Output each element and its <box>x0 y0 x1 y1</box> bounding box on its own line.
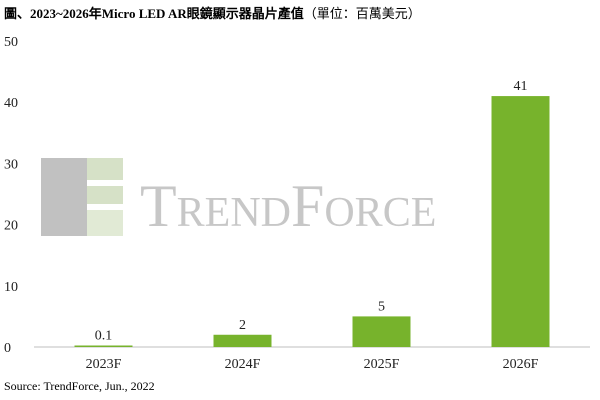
watermark-logo-block-dark <box>41 158 87 236</box>
y-tick-label: 10 <box>4 280 18 295</box>
y-axis: 0 10 20 30 40 50 <box>4 35 18 356</box>
watermark: TrendForce <box>41 158 436 239</box>
watermark-logo-block-top <box>87 158 123 180</box>
x-tick-label: 2023F <box>86 357 122 372</box>
x-tick-label: 2026F <box>503 357 539 372</box>
data-label: 5 <box>378 299 385 314</box>
y-tick-label: 40 <box>4 96 18 111</box>
source-note: Source: TrendForce, Jun., 2022 <box>4 379 155 393</box>
data-label: 41 <box>514 79 528 94</box>
y-tick-label: 0 <box>4 341 11 356</box>
bar-2023F <box>74 345 133 347</box>
bars: 0.1 2 5 41 <box>74 79 550 347</box>
watermark-logo-block-bottom <box>87 210 123 236</box>
watermark-text: TrendForce <box>140 173 436 239</box>
chart-title-main: 圖、2023~2026年Micro LED AR眼鏡顯示器晶片產值 <box>4 6 304 21</box>
watermark-logo-block-mid <box>87 186 123 204</box>
bar-2026F <box>491 96 550 347</box>
bar-2025F <box>352 316 411 347</box>
data-label: 2 <box>239 318 246 333</box>
data-label: 0.1 <box>95 329 113 344</box>
y-tick-label: 30 <box>4 157 18 172</box>
y-tick-label: 50 <box>4 35 18 50</box>
x-tick-label: 2025F <box>364 357 400 372</box>
chart-title: 圖、2023~2026年Micro LED AR眼鏡顯示器晶片產值（單位：百萬美… <box>4 3 421 22</box>
chart-title-unit: （單位：百萬美元） <box>303 6 421 21</box>
x-tick-label: 2024F <box>225 357 261 372</box>
y-tick-label: 20 <box>4 219 18 234</box>
x-axis: 2023F 2024F 2025F 2026F <box>86 357 539 372</box>
bar-2024F <box>213 334 272 347</box>
